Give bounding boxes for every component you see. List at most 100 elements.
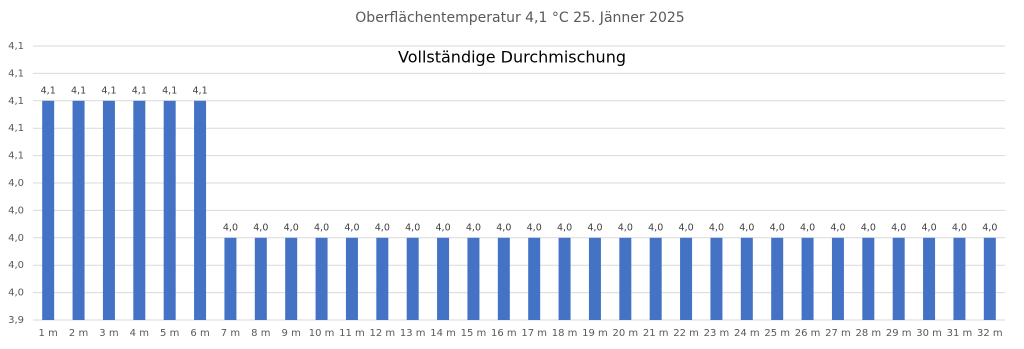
x-tick-label: 14 m [430, 328, 456, 339]
x-tick-label: 8 m [251, 328, 270, 339]
y-tick-label: 4,1 [8, 41, 24, 52]
value-label: 4,0 [557, 222, 572, 233]
x-tick-label: 27 m [825, 328, 851, 339]
value-label: 4,1 [132, 85, 147, 96]
x-tick-label: 30 m [916, 328, 942, 339]
value-label: 4,1 [193, 85, 208, 96]
value-label: 4,0 [618, 222, 633, 233]
value-label: 4,0 [770, 222, 785, 233]
bar [740, 237, 753, 320]
value-label: 4,0 [861, 222, 876, 233]
value-label: 4,0 [344, 222, 359, 233]
bar [406, 237, 419, 320]
y-tick-label: 4,1 [8, 123, 24, 134]
x-tick-label: 1 m [39, 328, 58, 339]
x-tick-label: 3 m [99, 328, 118, 339]
x-tick-label: 19 m [582, 328, 608, 339]
y-tick-label: 4,0 [8, 288, 24, 299]
x-tick-label: 11 m [339, 328, 365, 339]
value-label: 4,0 [679, 222, 694, 233]
x-tick-label: 23 m [704, 328, 730, 339]
x-tick-label: 29 m [886, 328, 912, 339]
x-tick-label: 12 m [369, 328, 395, 339]
bar [194, 100, 207, 320]
x-tick-label: 16 m [491, 328, 517, 339]
x-tick-label: 31 m [947, 328, 973, 339]
x-tick-label: 10 m [309, 328, 335, 339]
bar [102, 100, 115, 320]
value-label: 4,0 [405, 222, 420, 233]
bar [619, 237, 632, 320]
value-label: 4,0 [982, 222, 997, 233]
value-label: 4,0 [436, 222, 451, 233]
bar [42, 100, 55, 320]
y-tick-label: 4,0 [8, 178, 24, 189]
bar [376, 237, 389, 320]
x-tick-label: 13 m [400, 328, 426, 339]
bar [497, 237, 510, 320]
bar [528, 237, 541, 320]
bar [953, 237, 966, 320]
x-tick-label: 32 m [977, 328, 1003, 339]
bar [710, 237, 723, 320]
x-tick-label: 9 m [282, 328, 301, 339]
value-label: 4,0 [648, 222, 663, 233]
value-label: 4,0 [466, 222, 481, 233]
value-label: 4,0 [952, 222, 967, 233]
x-tick-label: 2 m [69, 328, 88, 339]
bar [254, 237, 267, 320]
x-tick-label: 22 m [673, 328, 699, 339]
bar [315, 237, 328, 320]
y-tick-label: 4,0 [8, 233, 24, 244]
bar [345, 237, 358, 320]
x-tick-label: 25 m [764, 328, 790, 339]
value-label: 4,0 [375, 222, 390, 233]
x-tick-label: 17 m [521, 328, 547, 339]
y-tick-label: 4,0 [8, 260, 24, 271]
value-label: 4,0 [223, 222, 238, 233]
x-tick-label: 28 m [855, 328, 881, 339]
x-tick-label: 4 m [130, 328, 149, 339]
y-tick-label: 4,1 [8, 68, 24, 79]
x-tick-label: 24 m [734, 328, 760, 339]
bar [72, 100, 85, 320]
bar [285, 237, 298, 320]
value-label: 4,1 [162, 85, 177, 96]
y-tick-label: 3,9 [8, 315, 24, 326]
bar [467, 237, 480, 320]
x-tick-label: 26 m [795, 328, 821, 339]
bar [680, 237, 693, 320]
value-label: 4,0 [709, 222, 724, 233]
value-label: 4,0 [922, 222, 937, 233]
bar [649, 237, 662, 320]
chart-title: Oberflächentemperatur 4,1 °C 25. Jänner … [355, 10, 684, 26]
value-label: 4,1 [101, 85, 116, 96]
value-label: 4,0 [739, 222, 754, 233]
bar [771, 237, 784, 320]
y-tick-label: 4,0 [8, 205, 24, 216]
x-tick-label: 7 m [221, 328, 240, 339]
x-tick-label: 20 m [612, 328, 638, 339]
x-tick-label: 18 m [552, 328, 578, 339]
value-label: 4,0 [314, 222, 329, 233]
value-label: 4,0 [253, 222, 268, 233]
bar [437, 237, 450, 320]
bar [862, 237, 875, 320]
value-label: 4,0 [800, 222, 815, 233]
bar [923, 237, 936, 320]
value-label: 4,0 [891, 222, 906, 233]
x-tick-label: 21 m [643, 328, 669, 339]
bar [558, 237, 571, 320]
x-tick-label: 5 m [160, 328, 179, 339]
bar [831, 237, 844, 320]
value-label: 4,0 [830, 222, 845, 233]
annotation: Vollständige Durchmischung [398, 48, 626, 67]
bar [588, 237, 601, 320]
bar [983, 237, 996, 320]
y-tick-label: 4,1 [8, 151, 24, 162]
value-label: 4,0 [496, 222, 511, 233]
bar [892, 237, 905, 320]
bar [224, 237, 237, 320]
x-tick-label: 6 m [190, 328, 209, 339]
value-label: 4,1 [71, 85, 86, 96]
